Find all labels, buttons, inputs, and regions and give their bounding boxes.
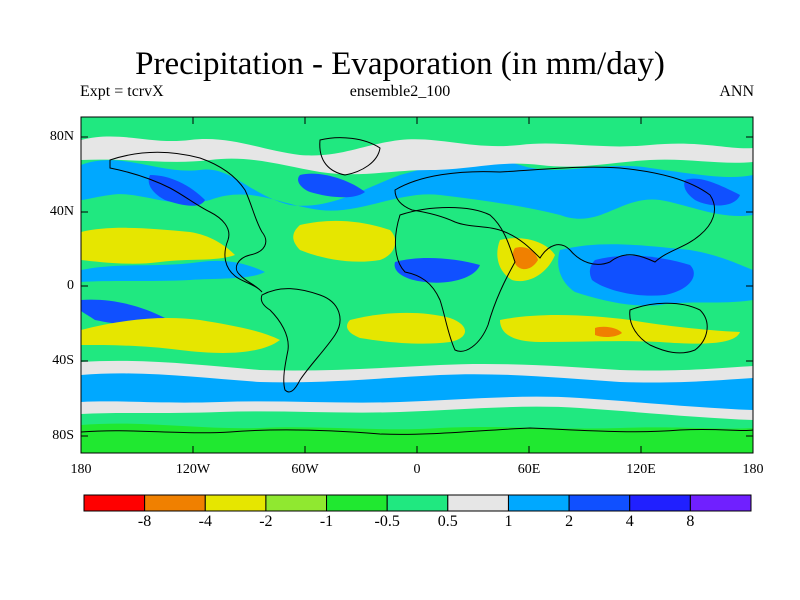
experiment-label: Expt = tcrvX [80, 83, 164, 100]
south-subtropic-dry-atlantic [347, 312, 465, 344]
north-deep-wet-atlantic [298, 173, 365, 198]
indian-dry-core [595, 326, 622, 338]
north-wet-band [81, 158, 753, 219]
lon-label-60w: 60W [291, 462, 319, 477]
colorbar-swatch [629, 494, 691, 512]
colorbar-swatch [689, 494, 752, 512]
south-pacific-convergence [81, 299, 165, 326]
warm-pool-core [589, 255, 694, 296]
arabia-very-dry [512, 247, 538, 270]
colorbar-tick-label: -2 [259, 513, 273, 530]
africa-coast [394, 207, 516, 352]
axis-ticks [80, 117, 754, 453]
north-deep-wet-pacific-east [684, 178, 740, 206]
colorbar [83, 494, 752, 512]
lon-label-0: 0 [413, 462, 421, 477]
lat-label-80s: 80S [52, 428, 74, 443]
ensemble-label: ensemble2_100 [349, 83, 451, 100]
colorbar-tick-label: 1 [504, 513, 513, 530]
australia-coast [629, 302, 708, 354]
colorbar-swatch [386, 494, 449, 512]
coastlines [81, 137, 753, 435]
colorbar-swatch [83, 494, 146, 512]
chart-title: Precipitation - Evaporation (in mm/day) [135, 46, 665, 82]
colorbar-swatch [568, 494, 631, 512]
lon-label-120e: 120E [626, 462, 656, 477]
colorbar-swatch [265, 494, 328, 512]
lat-label-40s: 40S [52, 353, 74, 368]
colorbar-tick-label: 4 [625, 513, 634, 530]
colorbar-tick-label: 0.5 [437, 513, 458, 530]
colorbar-swatch [447, 494, 509, 512]
north-subtropic-dry-pacific [81, 227, 235, 264]
colorbar-tick-label: -8 [137, 513, 152, 530]
colorbar-tick-label: 8 [686, 513, 695, 530]
north-deep-wet-pacific [148, 175, 205, 206]
southern-ocean-wet [81, 373, 753, 410]
itcz-pacific [81, 260, 265, 282]
colorbar-swatch [507, 494, 570, 512]
antarctica-coast [81, 427, 753, 435]
south-subtropic-dry-indian [500, 315, 740, 344]
greenland-coast [319, 137, 381, 176]
colorbar-tick-label: -0.5 [374, 513, 400, 530]
north-neutral-band [81, 136, 753, 175]
colorbar-tick-label: -4 [198, 513, 212, 530]
colorbar-tick-label: -1 [319, 513, 334, 530]
lon-label-180w: 180 [70, 462, 92, 477]
eurasia-coast [394, 166, 715, 265]
north-subtropic-dry-atlantic [293, 220, 396, 262]
lon-label-120w: 120W [175, 462, 211, 477]
precip-field [81, 117, 753, 453]
south-subtropic-dry-pacific [81, 318, 280, 353]
lat-label-eq: 0 [67, 278, 74, 293]
colorbar-swatch [204, 494, 267, 512]
colorbar-swatch [326, 494, 388, 512]
north-america-coast [109, 151, 267, 293]
colorbar-swatch [144, 494, 206, 512]
lon-label-60e: 60E [517, 462, 541, 477]
lon-label-180e: 180 [742, 462, 764, 477]
indian-ocean-wet [394, 258, 480, 283]
south-america-coast [260, 288, 341, 393]
colorbar-tick-label: 2 [565, 513, 574, 530]
season-label: ANN [719, 83, 754, 100]
lat-label-80n: 80N [49, 129, 74, 144]
lat-label-40n: 40N [49, 204, 74, 219]
